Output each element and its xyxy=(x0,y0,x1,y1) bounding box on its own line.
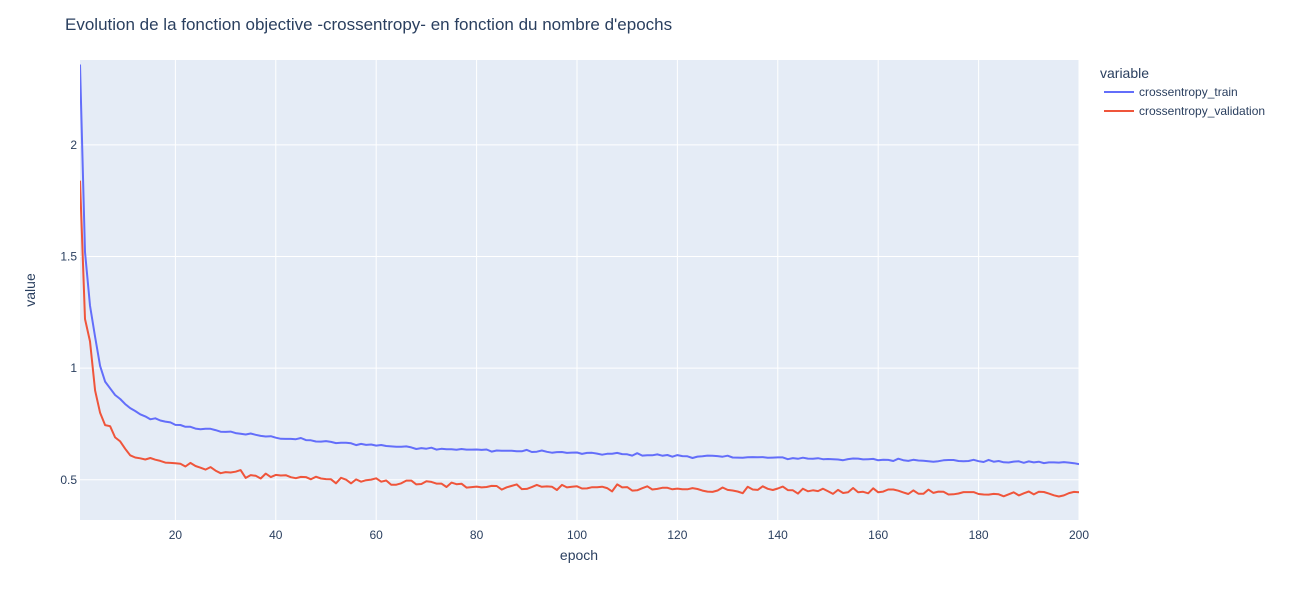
x-tick-label: 20 xyxy=(169,528,183,542)
x-tick-label: 180 xyxy=(969,528,989,542)
series-line-crossentropy_validation xyxy=(80,180,1079,498)
legend-label: crossentropy_validation xyxy=(1139,104,1265,118)
y-tick-label: 2 xyxy=(70,138,77,152)
y-tick-labels: 0.5 1 1.5 2 xyxy=(60,138,77,487)
legend: variable crossentropy_traincrossentropy_… xyxy=(1100,65,1265,118)
y-tick-label: 0.5 xyxy=(60,473,77,487)
x-tick-label: 140 xyxy=(768,528,788,542)
x-tick-label: 120 xyxy=(667,528,687,542)
plot-area xyxy=(80,60,1079,520)
legend-title: variable xyxy=(1100,65,1149,81)
x-tick-label: 80 xyxy=(470,528,484,542)
x-tick-label: 200 xyxy=(1069,528,1089,542)
legend-label: crossentropy_train xyxy=(1139,85,1238,99)
legend-items: crossentropy_train crossentropy_validatio… xyxy=(1104,85,1265,118)
y-tick-label: 1.5 xyxy=(60,250,77,264)
x-tick-label: 160 xyxy=(868,528,888,542)
x-tick-label: 100 xyxy=(567,528,587,542)
x-tick-label: 40 xyxy=(269,528,283,542)
x-tick-label: 60 xyxy=(370,528,384,542)
series-line-crossentropy_train xyxy=(80,64,1079,466)
y-axis-title: value xyxy=(22,273,38,307)
chart-title: Evolution de la fonction objective -cros… xyxy=(65,15,672,34)
y-tick-label: 1 xyxy=(70,361,77,375)
gridlines xyxy=(80,60,1080,520)
x-tick-labels: 20 40 60 80 100 120 140 160 180 200 xyxy=(169,528,1090,542)
x-axis-title: epoch xyxy=(560,547,598,563)
series-lines xyxy=(80,64,1079,498)
